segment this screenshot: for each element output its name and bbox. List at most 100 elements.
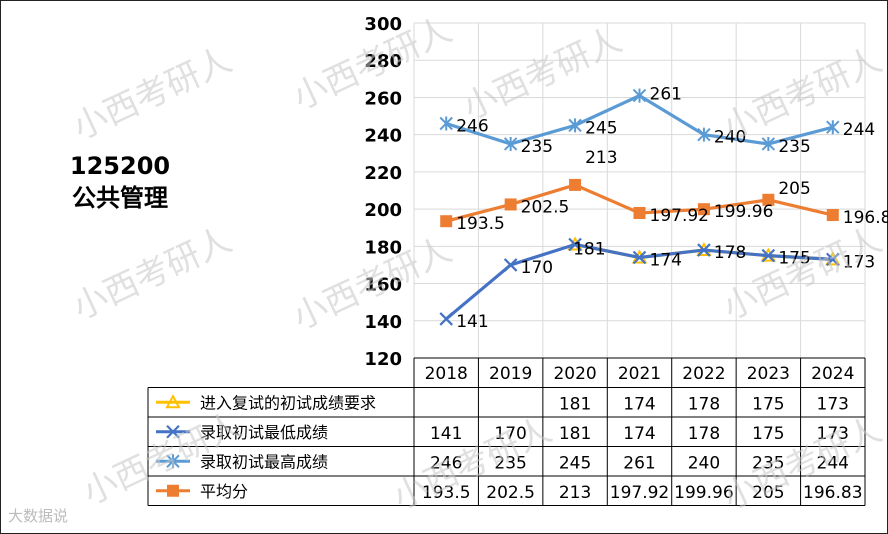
series-lines	[439, 88, 841, 326]
table-cell: 141	[430, 424, 462, 444]
data-label: 235	[521, 137, 553, 157]
x-tick-label: 2020	[553, 364, 596, 384]
data-point	[503, 136, 518, 151]
data-point	[632, 250, 647, 265]
table-cell: 175	[752, 394, 784, 414]
table-cell: 240	[688, 453, 720, 473]
data-label: 213	[585, 148, 617, 168]
data-point	[697, 127, 711, 142]
y-tick-label: 200	[364, 200, 402, 221]
x-tick-label: 2024	[811, 364, 854, 384]
x-tick-label: 2018	[425, 364, 468, 384]
program-name: 公共管理	[72, 184, 168, 212]
program-code: 125200	[69, 152, 171, 180]
data-label: 170	[521, 258, 553, 278]
table-cell: 197.92	[610, 483, 669, 503]
y-tick-label: 160	[364, 275, 402, 296]
table-cell: 244	[817, 453, 849, 473]
table-cell: 175	[752, 424, 784, 444]
y-tick-label: 300	[364, 14, 402, 35]
table-cell: 173	[817, 424, 849, 444]
y-tick-label: 140	[364, 312, 402, 333]
data-point	[697, 203, 710, 216]
footer-watermark: 大数据说	[8, 507, 69, 525]
data-point	[568, 118, 582, 133]
table-cell: 213	[559, 483, 591, 503]
data-point	[697, 243, 711, 257]
data-point	[439, 312, 453, 326]
x-tick-label: 2022	[682, 364, 725, 384]
data-point	[504, 198, 517, 211]
y-tick-label: 120	[364, 349, 402, 370]
data-label: 193.5	[456, 214, 505, 234]
legend-marker	[165, 394, 181, 409]
table-cell: 181	[559, 424, 591, 444]
legend-key-2	[156, 454, 190, 469]
data-label: 173	[843, 252, 875, 272]
watermark: 小西考研人	[67, 220, 238, 328]
legend-label: 录取初试最低成绩	[200, 423, 328, 442]
series-2	[439, 88, 840, 151]
data-label: 244	[843, 120, 875, 140]
table-cell: 178	[688, 424, 720, 444]
watermark: 小西考研人	[717, 220, 888, 328]
data-label: 197.92	[650, 206, 709, 226]
y-axis: 120 140 160 180 200 220 240 260 280 300	[364, 14, 402, 370]
data-point	[826, 120, 840, 135]
series-1	[439, 237, 840, 326]
legend-label: 进入复试的初试成绩要求	[200, 393, 376, 412]
data-point	[632, 88, 647, 103]
data-point	[826, 252, 840, 267]
legend-marker	[166, 424, 180, 439]
data-label: 175	[778, 249, 810, 269]
data-point	[569, 178, 582, 191]
data-label: 261	[650, 85, 682, 105]
data-table: 2018 2019 2020 2021 2022 2023 2024 进入复试的初试成绩要求 1…	[147, 357, 866, 506]
data-labels: 141 170 181 174 178 175 173 246 235 245 261 240 235 2…	[456, 85, 888, 332]
data-label: 202.5	[521, 197, 570, 217]
watermark: 小西考研人	[67, 40, 238, 148]
data-label: 246	[456, 117, 488, 137]
table-cell: 170	[494, 424, 526, 444]
x-tick-label: 2021	[618, 364, 661, 384]
data-label: 205	[778, 179, 810, 199]
data-label: 141	[456, 312, 488, 332]
legend-label: 录取初试最高成绩	[200, 452, 328, 471]
data-label: 199.96	[714, 202, 773, 222]
y-tick-label: 280	[364, 51, 402, 72]
data-label: 240	[714, 128, 746, 148]
data-label: 245	[585, 118, 617, 138]
series-3	[440, 178, 839, 228]
data-point	[761, 136, 776, 151]
legend-key-0	[156, 394, 190, 409]
y-tick-label: 260	[364, 88, 402, 109]
table-cell: 196.83	[803, 483, 862, 503]
x-tick-label: 2023	[747, 364, 790, 384]
data-point	[633, 206, 646, 219]
table-cell: 235	[494, 453, 526, 473]
table-cell: 246	[430, 453, 462, 473]
data-point	[568, 237, 582, 252]
data-point	[826, 209, 839, 222]
table-cell: 235	[752, 453, 784, 473]
title-block: 125200 公共管理	[40, 150, 200, 214]
y-tick-label: 220	[364, 163, 402, 184]
legend-marker	[167, 484, 179, 497]
y-tick-label: 240	[364, 126, 402, 147]
legend-key-1	[156, 424, 190, 439]
data-label: 178	[714, 243, 746, 263]
table-cell: 181	[559, 394, 591, 414]
data-point	[503, 258, 518, 272]
data-point	[440, 215, 453, 228]
table-cell: 245	[559, 453, 591, 473]
grid	[413, 22, 866, 359]
table-cell: 173	[817, 394, 849, 414]
table-cell: 205	[752, 483, 784, 503]
table-cell: 174	[623, 394, 655, 414]
legend-marker	[166, 454, 180, 469]
data-label: 174	[650, 251, 682, 271]
table-cell: 178	[688, 394, 720, 414]
table-cell: 202.5	[486, 483, 535, 503]
table-cell: 193.5	[422, 483, 471, 503]
legend-key-3	[156, 484, 190, 497]
